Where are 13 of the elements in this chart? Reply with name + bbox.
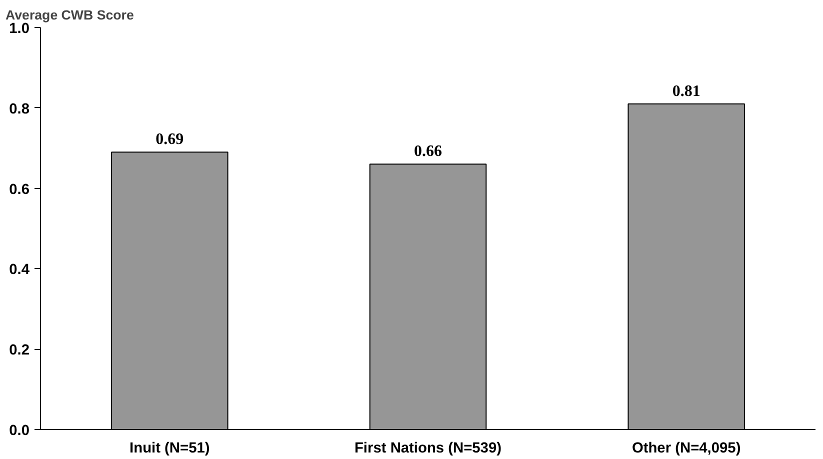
y-tick-label: 1.0 xyxy=(9,21,30,37)
data-label: 0.69 xyxy=(156,131,184,148)
y-tick-label: 0.8 xyxy=(9,101,30,118)
y-tick-label: 0.4 xyxy=(9,262,30,278)
x-tick-label: Other (N=4,095) xyxy=(632,440,741,456)
y-tick-label: 0.0 xyxy=(9,423,30,439)
x-tick-label: Inuit (N=51) xyxy=(130,440,210,456)
data-label: 0.81 xyxy=(672,82,700,100)
y-tick-label: 0.6 xyxy=(9,182,30,198)
x-tick-label: First Nations (N=539) xyxy=(354,440,502,456)
data-label: 0.66 xyxy=(414,143,442,160)
y-tick-label: 0.2 xyxy=(9,342,30,359)
y-axis-title: Average CWB Score xyxy=(6,8,134,22)
